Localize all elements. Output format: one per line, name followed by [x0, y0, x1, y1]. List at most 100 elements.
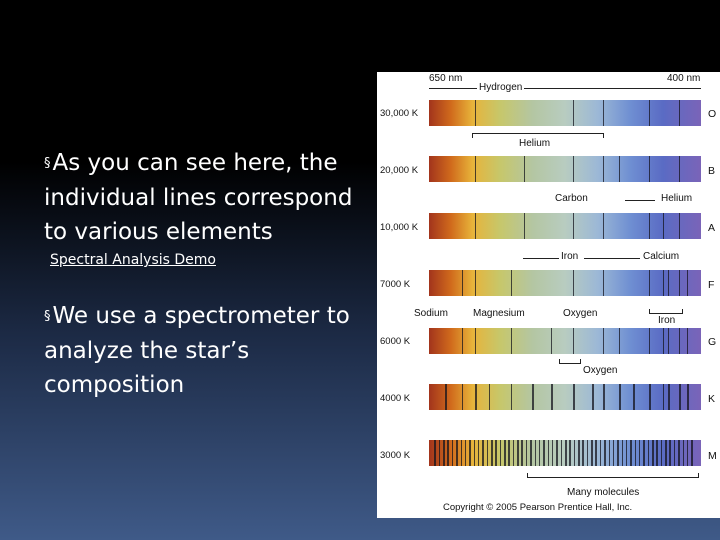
temp-label-a: 10,000 K — [380, 222, 419, 233]
absorption-line — [464, 440, 467, 466]
absorption-line — [569, 440, 571, 466]
absorption-line — [565, 440, 567, 466]
wavelength-left-label: 650 nm — [429, 73, 463, 84]
absorption-line — [510, 384, 513, 410]
absorption-line — [630, 440, 632, 466]
absorption-line — [488, 384, 491, 410]
absorption-line — [599, 440, 602, 466]
hydrogen-label: Hydrogen — [477, 82, 525, 93]
absorption-line — [662, 270, 664, 296]
absorption-line — [573, 440, 576, 466]
iron-label: Iron — [561, 251, 579, 262]
class-label-f: F — [708, 279, 715, 291]
absorption-line — [603, 384, 605, 410]
bullet-1-text: As you can see here, the individual line… — [44, 150, 353, 245]
absorption-line — [582, 440, 584, 466]
absorption-line — [530, 440, 532, 466]
absorption-line — [662, 328, 664, 354]
bullet-marker-icon: § — [44, 309, 51, 324]
absorption-line — [649, 100, 651, 126]
absorption-line — [656, 440, 658, 466]
absorption-line — [586, 440, 589, 466]
spectrum-a — [429, 213, 701, 239]
absorption-line — [669, 440, 671, 466]
class-label-m: M — [708, 450, 717, 462]
absorption-line — [469, 440, 471, 466]
absorption-line — [443, 440, 445, 466]
absorption-line — [665, 440, 667, 466]
calcium-label: Calcium — [643, 251, 680, 262]
absorption-line — [521, 440, 523, 466]
bullet-1: §As you can see here, the individual lin… — [44, 146, 364, 249]
helium-bracket — [472, 133, 604, 138]
bullet-2: §We use a spectrometer to analyze the st… — [44, 299, 364, 402]
helium-2-line — [625, 200, 655, 201]
absorption-line — [686, 440, 689, 466]
absorption-line — [508, 440, 510, 466]
absorption-line — [451, 440, 454, 466]
spectrum-k — [429, 384, 701, 410]
spectrum-f — [429, 270, 701, 296]
absorption-line — [547, 440, 550, 466]
absorption-line — [573, 156, 575, 182]
absorption-line — [475, 270, 477, 296]
absorption-line — [619, 328, 621, 354]
iron-line — [523, 258, 559, 259]
absorption-line — [660, 440, 663, 466]
absorption-line — [668, 270, 670, 296]
class-label-a: A — [708, 222, 716, 234]
absorption-line — [603, 328, 605, 354]
absorption-line — [460, 440, 463, 466]
bullet-2-text: We use a spectrometer to analyze the sta… — [44, 303, 350, 398]
absorption-line — [473, 440, 476, 466]
absorption-line — [643, 440, 645, 466]
absorption-line — [532, 384, 534, 410]
spectrum-m — [429, 440, 701, 466]
absorption-line — [592, 384, 594, 410]
absorption-line — [691, 440, 693, 466]
spectral-analysis-demo-link[interactable]: Spectral Analysis Demo — [50, 252, 216, 268]
absorption-line — [649, 384, 651, 410]
absorption-line — [477, 440, 480, 466]
absorption-line — [633, 384, 635, 410]
absorption-line — [510, 328, 512, 354]
hydrogen-line — [429, 88, 701, 89]
absorption-line — [678, 440, 680, 466]
absorption-line — [524, 156, 526, 182]
absorption-line — [603, 100, 605, 126]
absorption-line — [603, 270, 605, 296]
absorption-line — [475, 328, 477, 354]
absorption-line — [638, 440, 641, 466]
oxygen-2-label: Oxygen — [583, 365, 618, 376]
absorption-line — [573, 384, 575, 410]
absorption-line — [551, 384, 553, 410]
absorption-line — [456, 440, 458, 466]
absorption-line — [647, 440, 650, 466]
carbon-label: Carbon — [555, 193, 588, 204]
helium-label: Helium — [519, 138, 551, 149]
absorption-line — [447, 440, 449, 466]
temp-label-m: 3000 K — [380, 450, 411, 461]
iron-2-bracket — [649, 309, 683, 314]
absorption-line — [551, 440, 554, 466]
absorption-line — [687, 328, 689, 354]
wavelength-right-label: 400 nm — [667, 73, 701, 84]
absorption-line — [682, 440, 684, 466]
absorption-line — [445, 384, 447, 410]
absorption-line — [434, 440, 436, 466]
sodium-label: Sodium — [414, 308, 448, 319]
absorption-line — [619, 384, 621, 410]
absorption-line — [525, 440, 528, 466]
absorption-line — [524, 213, 526, 239]
absorption-line — [551, 328, 553, 354]
absorption-line — [499, 440, 502, 466]
absorption-line — [573, 100, 575, 126]
absorption-line — [679, 328, 681, 354]
bullet-list: § As you can see here, the individual lin… — [44, 146, 364, 402]
absorption-line — [512, 440, 515, 466]
magnesium-label: Magnesium — [473, 308, 525, 319]
absorption-line — [603, 156, 605, 182]
absorption-line — [625, 440, 628, 466]
absorption-line — [604, 440, 606, 466]
iron-2-label: Iron — [658, 315, 676, 326]
